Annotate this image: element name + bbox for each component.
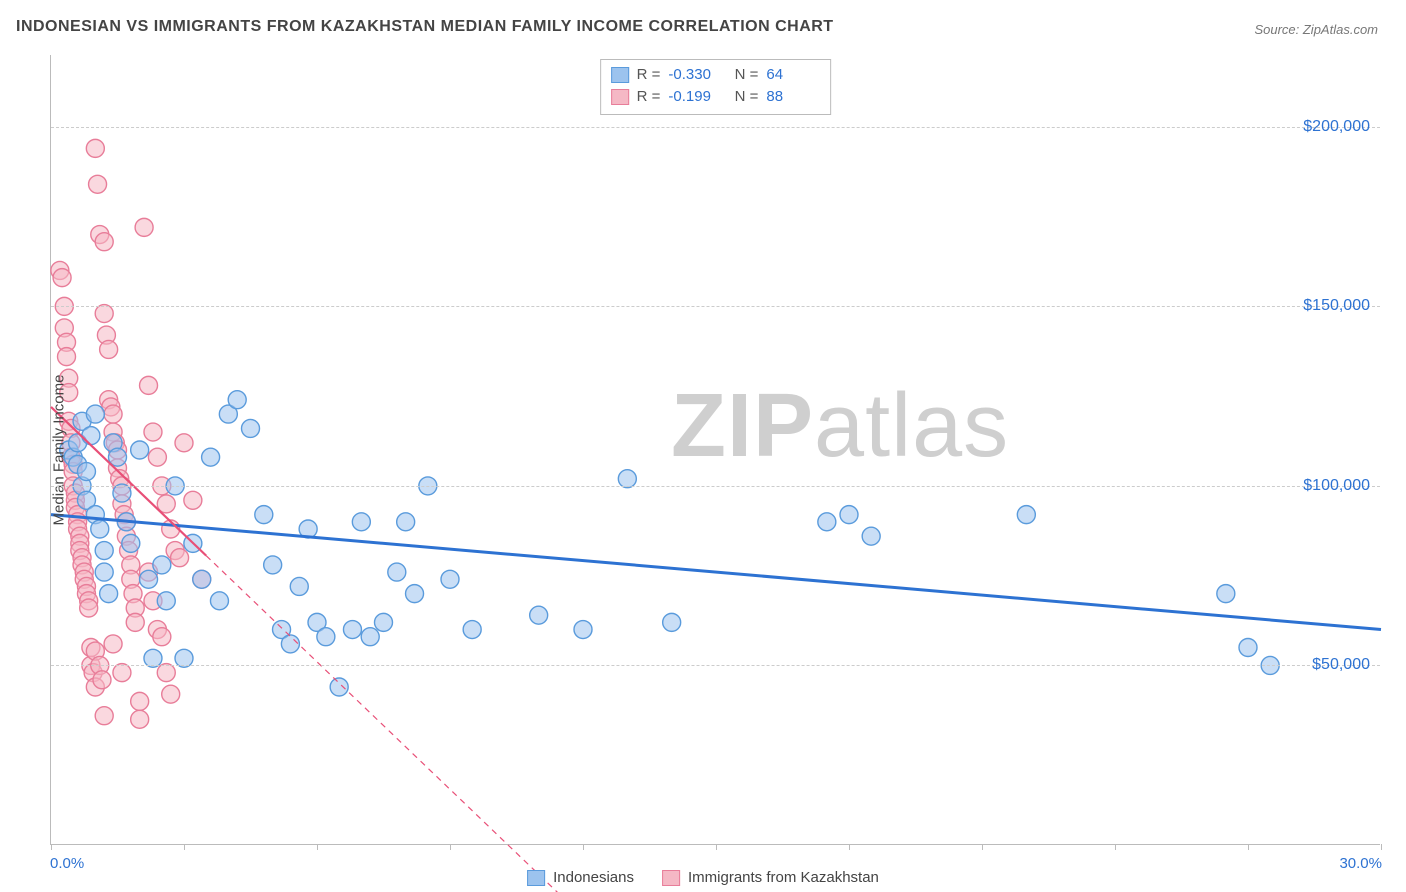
legend-swatch-1 [662, 870, 680, 886]
stat-r-0: -0.330 [668, 64, 722, 86]
legend-item-0: Indonesians [527, 869, 634, 886]
stats-box: R = -0.330 N = 64 R = -0.199 N = 88 [600, 59, 832, 115]
xtick [982, 844, 983, 850]
xtick [317, 844, 318, 850]
legend-label-1: Immigrants from Kazakhstan [688, 869, 879, 886]
xtick [583, 844, 584, 850]
gridline [51, 127, 1380, 128]
x-label-left: 0.0% [50, 855, 84, 872]
x-label-right: 30.0% [1339, 855, 1382, 872]
xtick [184, 844, 185, 850]
xtick [849, 844, 850, 850]
gridline [51, 306, 1380, 307]
stats-row-1: R = -0.199 N = 88 [611, 86, 821, 108]
legend-label-0: Indonesians [553, 869, 634, 886]
bottom-legend: Indonesians Immigrants from Kazakhstan [527, 869, 879, 886]
stats-row-0: R = -0.330 N = 64 [611, 64, 821, 86]
xtick [51, 844, 52, 850]
stat-n-0: 64 [766, 64, 820, 86]
chart-title: INDONESIAN VS IMMIGRANTS FROM KAZAKHSTAN… [16, 18, 834, 36]
chart-svg [51, 55, 1380, 844]
gridline [51, 486, 1380, 487]
stat-n-label: N = [730, 64, 758, 86]
ytick-label: $100,000 [1303, 477, 1370, 495]
stat-n-1: 88 [766, 86, 820, 108]
stat-r-1: -0.199 [668, 86, 722, 108]
xtick [450, 844, 451, 850]
stat-r-label: R = [637, 86, 661, 108]
xtick [1248, 844, 1249, 850]
swatch-blue [611, 67, 629, 83]
plot-area: ZIPatlas R = -0.330 N = 64 R = -0.199 N … [50, 55, 1380, 845]
xtick [1381, 844, 1382, 850]
xtick [1115, 844, 1116, 850]
ytick-label: $50,000 [1312, 656, 1370, 674]
gridline [51, 665, 1380, 666]
legend-item-1: Immigrants from Kazakhstan [662, 869, 879, 886]
xtick [716, 844, 717, 850]
swatch-pink [611, 89, 629, 105]
legend-swatch-0 [527, 870, 545, 886]
source-text: Source: ZipAtlas.com [1254, 22, 1378, 37]
ytick-label: $150,000 [1303, 297, 1370, 315]
y-axis-label: Median Family Income [51, 299, 68, 450]
stat-n-label: N = [730, 86, 758, 108]
ytick-label: $200,000 [1303, 118, 1370, 136]
stat-r-label: R = [637, 64, 661, 86]
